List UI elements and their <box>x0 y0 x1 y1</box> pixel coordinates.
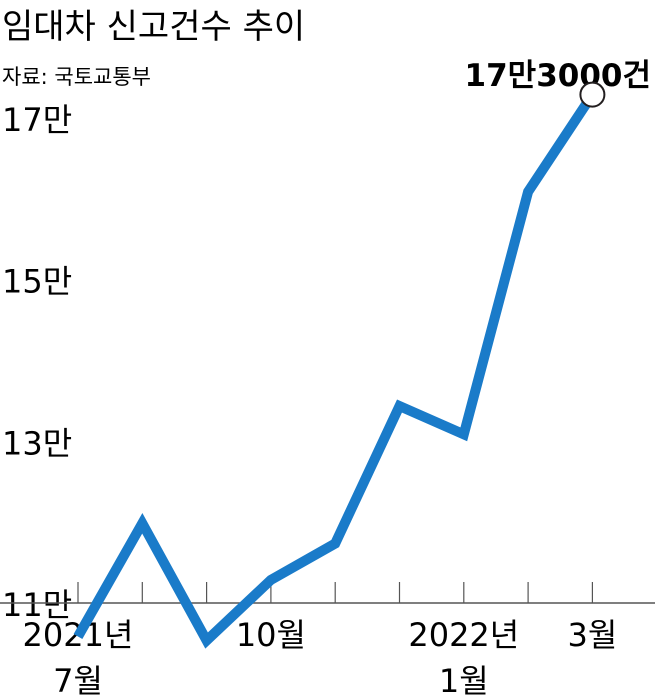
chart-source: 자료: 국토교통부 <box>2 65 151 89</box>
y-axis-ticks: 17만 15만 13만 11만 <box>2 101 72 624</box>
x-tick-label: 2022년 <box>408 616 519 654</box>
y-tick-label: 17만 <box>2 101 72 139</box>
y-tick-label: 15만 <box>2 263 72 301</box>
chart-title: 임대차 신고건수 추이 <box>2 7 305 47</box>
y-tick-label: 13만 <box>2 424 72 462</box>
y-tick-label: 11만 <box>2 586 72 624</box>
end-point-marker <box>579 81 606 108</box>
x-tick-label-line2: 1월 <box>439 662 489 697</box>
x-tick-label: 10월 <box>236 616 306 654</box>
peak-annotation: 17만3000건 <box>465 58 651 94</box>
x-axis-minor-ticks <box>77 582 594 603</box>
x-tick-label-line2: 7월 <box>53 662 103 697</box>
x-tick-label: 3월 <box>567 616 617 654</box>
series-line <box>73 91 597 649</box>
